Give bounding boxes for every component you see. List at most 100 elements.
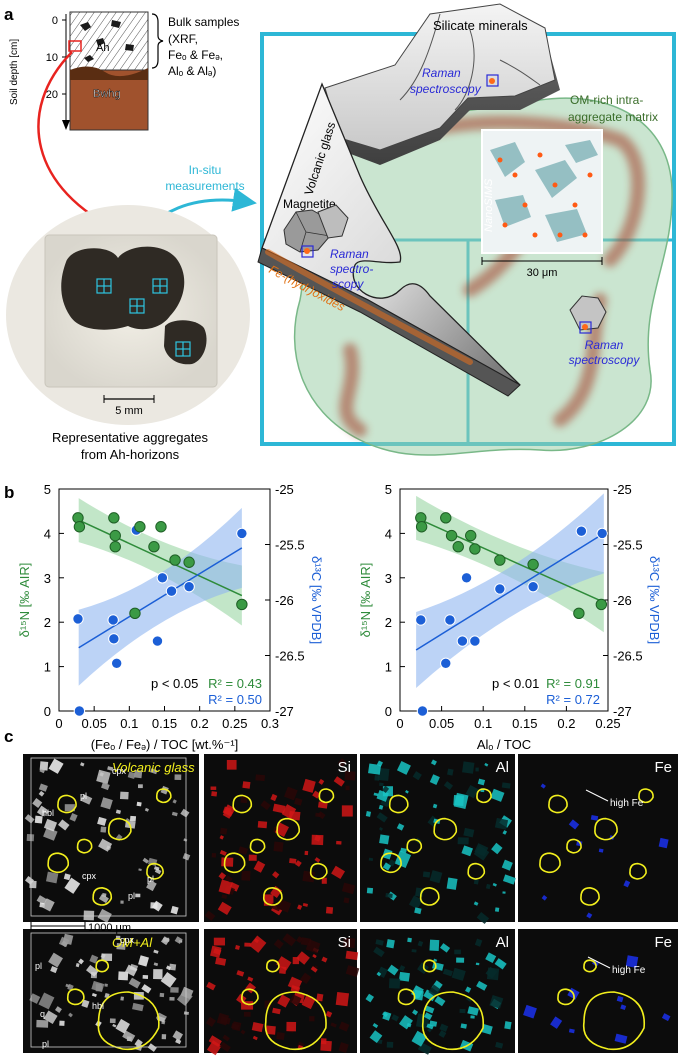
raman-matrix-label-1: spectroscopy bbox=[569, 353, 641, 367]
grain bbox=[125, 964, 138, 977]
glass-outline bbox=[66, 988, 85, 1006]
grain bbox=[160, 785, 169, 795]
grain bbox=[112, 1023, 117, 1028]
n-data-point bbox=[155, 521, 167, 533]
grain bbox=[368, 763, 382, 775]
nanosims-label: NanoSIMS bbox=[483, 178, 495, 232]
mineral-label-pl: pl bbox=[128, 891, 135, 901]
grain bbox=[96, 769, 111, 785]
grain bbox=[174, 774, 182, 781]
ah-aggregates-icon bbox=[80, 20, 134, 62]
grain bbox=[345, 785, 350, 791]
grain bbox=[417, 940, 424, 947]
grain bbox=[396, 760, 411, 775]
grain bbox=[225, 875, 233, 883]
grain bbox=[422, 871, 431, 878]
grain bbox=[59, 1020, 65, 1026]
grain bbox=[486, 967, 500, 981]
raman-matrix-label-0: Raman bbox=[585, 338, 624, 352]
grain bbox=[160, 971, 177, 988]
raman-hotspot-matrix bbox=[582, 324, 588, 330]
c-data-point bbox=[73, 705, 86, 717]
grain bbox=[219, 849, 227, 856]
grain bbox=[304, 850, 309, 856]
y-left-tick-label: 0 bbox=[44, 704, 51, 719]
y-right-tick-label: -26.5 bbox=[613, 649, 643, 664]
grain bbox=[174, 936, 183, 944]
y-left-tick-label: 5 bbox=[385, 482, 392, 497]
glass-outline bbox=[566, 838, 582, 854]
grain bbox=[211, 853, 217, 858]
grain bbox=[109, 1018, 116, 1024]
x-tick-label: 0 bbox=[396, 716, 403, 731]
raman-box-silicate bbox=[486, 74, 499, 87]
x-tick-label: 0 bbox=[55, 716, 62, 731]
grain bbox=[310, 966, 318, 973]
scatter-chart-feo-fed: 0 1 2 3 4 5 -27 -26.5 -26 -25.5 -25 0 0.05 0.1 0.15 0.2… bbox=[17, 482, 324, 752]
glass-outline bbox=[232, 794, 253, 814]
aggregate-photo: 5 mm bbox=[6, 205, 250, 425]
grain bbox=[321, 956, 328, 963]
grain bbox=[590, 814, 599, 821]
grain bbox=[620, 1004, 627, 1011]
grain bbox=[36, 805, 48, 817]
grain bbox=[470, 1015, 475, 1019]
grain bbox=[252, 1035, 258, 1041]
glass-outline bbox=[583, 959, 597, 973]
mineral-label-pl: pl bbox=[35, 961, 42, 971]
grain bbox=[377, 767, 390, 781]
grain bbox=[141, 984, 152, 994]
grain bbox=[176, 989, 193, 1006]
c-data-point bbox=[596, 527, 608, 540]
grain bbox=[375, 939, 384, 946]
grain bbox=[289, 994, 302, 1006]
grain bbox=[175, 1038, 182, 1045]
grain bbox=[149, 768, 158, 775]
grain bbox=[317, 801, 328, 809]
grain bbox=[411, 1030, 428, 1047]
c-data-point bbox=[165, 585, 178, 597]
grain bbox=[485, 952, 497, 964]
grain bbox=[115, 1018, 130, 1034]
grain bbox=[502, 891, 506, 894]
y-left-tick-label: 1 bbox=[44, 660, 51, 675]
x-tick-label: 0.1 bbox=[474, 716, 492, 731]
grain bbox=[58, 936, 70, 948]
grain bbox=[272, 1007, 281, 1015]
ah-horizon bbox=[69, 11, 149, 71]
high-fe-label: high Fe bbox=[610, 798, 644, 809]
grain bbox=[115, 809, 121, 815]
grain bbox=[263, 894, 274, 906]
y-right-tick-label: -26 bbox=[275, 593, 294, 608]
ah-horizon-label: Ah bbox=[96, 42, 109, 54]
grain bbox=[243, 1011, 251, 1017]
grain bbox=[142, 857, 150, 864]
raman-magnetite-label-1: spectro- bbox=[330, 262, 373, 276]
measurement-boxes bbox=[96, 278, 191, 357]
grain bbox=[568, 1028, 575, 1034]
n-data-point bbox=[573, 607, 585, 620]
grain bbox=[300, 972, 312, 985]
y-right-tick-label: -25 bbox=[613, 482, 632, 497]
grain bbox=[219, 835, 224, 840]
glass-outline bbox=[397, 988, 416, 1006]
mineral-label-pl: pl bbox=[147, 874, 154, 884]
grain bbox=[473, 879, 479, 885]
c-data-point bbox=[440, 657, 452, 669]
grain bbox=[216, 1012, 230, 1026]
bulk-line-1: (XRF, bbox=[168, 32, 198, 46]
grain bbox=[102, 893, 107, 897]
grain bbox=[477, 778, 486, 786]
grain bbox=[661, 1013, 671, 1022]
bse-map-row2 bbox=[23, 929, 199, 1053]
grain bbox=[305, 939, 321, 954]
grain bbox=[345, 950, 359, 961]
mineral-label-hbl: hbl bbox=[42, 808, 54, 818]
grain bbox=[211, 791, 218, 797]
grain bbox=[163, 937, 170, 942]
grain bbox=[614, 1033, 628, 1044]
c-confidence-band bbox=[78, 507, 242, 686]
grain bbox=[476, 911, 490, 924]
high-fe-arrow bbox=[585, 789, 609, 802]
